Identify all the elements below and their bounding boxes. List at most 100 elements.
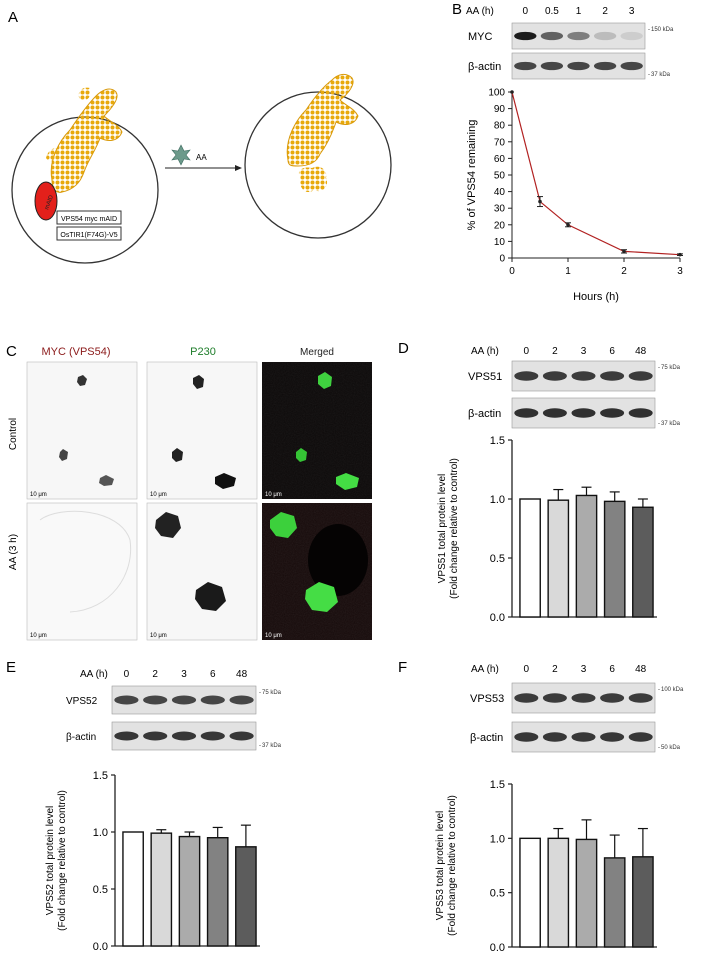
y-axis-label: VPS52 total protein level <box>45 806 56 916</box>
marker-dash: - <box>648 27 650 33</box>
blot-row-label: β-actin <box>468 408 501 420</box>
golgi-signal <box>270 512 297 538</box>
lane-label: 0.5 <box>545 6 559 17</box>
micrograph-myc-aa <box>26 502 138 641</box>
protein-band <box>567 31 590 41</box>
lane-label: 1 <box>576 6 582 17</box>
molecular-weight-marker: 37 kDa <box>262 743 282 749</box>
golgi-signal <box>59 449 68 461</box>
y-axis-label-sub: (Fold change relative to control) <box>449 458 460 599</box>
golgi-signal <box>336 473 359 490</box>
row-label-control: Control <box>8 418 19 450</box>
bar <box>178 835 201 947</box>
marker-dash: - <box>658 421 660 427</box>
molecular-weight-marker: 100 kDa <box>661 687 684 693</box>
panel-letter-e: E <box>6 659 16 676</box>
bar <box>519 498 541 618</box>
y-tick-label: 1.0 <box>93 827 108 839</box>
protein-band <box>229 695 254 705</box>
protein-band <box>571 371 596 381</box>
lane-label: 3 <box>629 6 635 17</box>
bar <box>547 837 570 948</box>
protein-band <box>540 61 564 71</box>
data-point <box>538 199 542 204</box>
x-tick-label: 2 <box>621 266 627 277</box>
scale-bar-label: 10 μm <box>150 633 167 639</box>
protein-band <box>593 61 617 71</box>
arrow-head-icon <box>235 165 242 171</box>
row-label-aa: AA (3 h) <box>8 534 19 570</box>
cell-after <box>244 91 392 239</box>
line-chart-b: 0 10 20 30 40 50 60 70 80 90 100 0 1 2 3 Hours (h) % of … <box>466 88 683 304</box>
protein-band <box>171 695 197 705</box>
bar <box>632 856 654 948</box>
blot-header-label: AA (h) <box>80 669 108 680</box>
construct-box-1 <box>56 210 122 225</box>
marker-dash: - <box>648 72 650 78</box>
bar-chart-d: 0.0 0.5 1.0 1.5 VPS51 total protein level (Fo… <box>437 435 657 624</box>
y-tick-label: 50 <box>494 171 506 182</box>
panel-letter-a: A <box>8 9 18 26</box>
y-axis-label: VPS51 total protein level <box>437 474 448 584</box>
protein-band <box>114 695 139 705</box>
panel-letter-d: D <box>398 340 409 357</box>
y-axis-label: % of VPS54 remaining <box>466 120 478 231</box>
protein-band <box>620 31 643 41</box>
molecular-weight-marker: 75 kDa <box>661 365 681 371</box>
golgi-signal <box>195 582 226 611</box>
y-tick-label: 1.0 <box>490 494 505 506</box>
y-axis-label-sub: (Fold change relative to control) <box>57 790 68 931</box>
marker-dash: - <box>259 743 261 749</box>
panel-letter-c: C <box>6 343 17 360</box>
marker-dash: - <box>259 690 261 696</box>
lane-label: 6 <box>609 346 615 357</box>
golgi-signal <box>296 448 307 462</box>
lane-label: 0 <box>523 6 529 17</box>
protein-band <box>143 695 168 705</box>
protein-band <box>600 693 625 703</box>
golgi-signal <box>77 375 87 386</box>
protein-band <box>600 408 625 418</box>
lane-label: 3 <box>581 664 587 675</box>
protein-band <box>620 61 643 71</box>
data-point <box>678 252 682 257</box>
y-tick-label: 1.5 <box>490 435 505 447</box>
lane-label: 0 <box>124 669 130 680</box>
bar <box>235 846 257 947</box>
bar-chart-f: 0.0 0.5 1.0 1.5 VPS53 total protein level (Fo… <box>435 779 657 954</box>
protein-structure-after <box>286 73 359 193</box>
molecular-weight-marker: 150 kDa <box>651 27 674 33</box>
bar <box>575 494 598 618</box>
bar <box>547 499 570 618</box>
lane-label: 6 <box>210 669 216 680</box>
scale-bar-label: 10 μm <box>265 633 282 639</box>
protein-band <box>514 408 539 418</box>
y-tick-label: 80 <box>494 121 506 132</box>
protein-band <box>628 732 653 742</box>
column-title-myc: MYC (VPS54) <box>41 346 110 358</box>
molecular-weight-marker: 75 kDa <box>262 690 282 696</box>
bar <box>150 832 173 947</box>
bar-chart-e: 0.0 0.5 1.0 1.5 VPS52 total protein level (Fo… <box>45 770 260 953</box>
protein-band <box>571 732 596 742</box>
protein-band <box>542 693 567 703</box>
panel-c: C MYC (VPS54) P230 Merged Control AA (3 … <box>6 343 372 641</box>
y-tick-label: 0.5 <box>490 888 505 900</box>
marker-dash: - <box>658 745 660 751</box>
y-tick-label: 60 <box>494 154 506 165</box>
panel-letter-b: B <box>452 1 462 18</box>
scale-bar-label: 10 μm <box>150 492 167 498</box>
scale-bar-label: 10 μm <box>265 492 282 498</box>
bar <box>519 837 541 948</box>
protein-band <box>628 408 653 418</box>
scale-bar-label: 10 μm <box>30 492 47 498</box>
lane-label: 3 <box>181 669 187 680</box>
y-tick-label: 40 <box>494 187 506 198</box>
y-tick-label: 1.5 <box>93 770 108 782</box>
lane-label: 0 <box>524 346 530 357</box>
protein-band <box>542 371 567 381</box>
bar <box>603 857 626 948</box>
golgi-signal <box>155 512 181 538</box>
